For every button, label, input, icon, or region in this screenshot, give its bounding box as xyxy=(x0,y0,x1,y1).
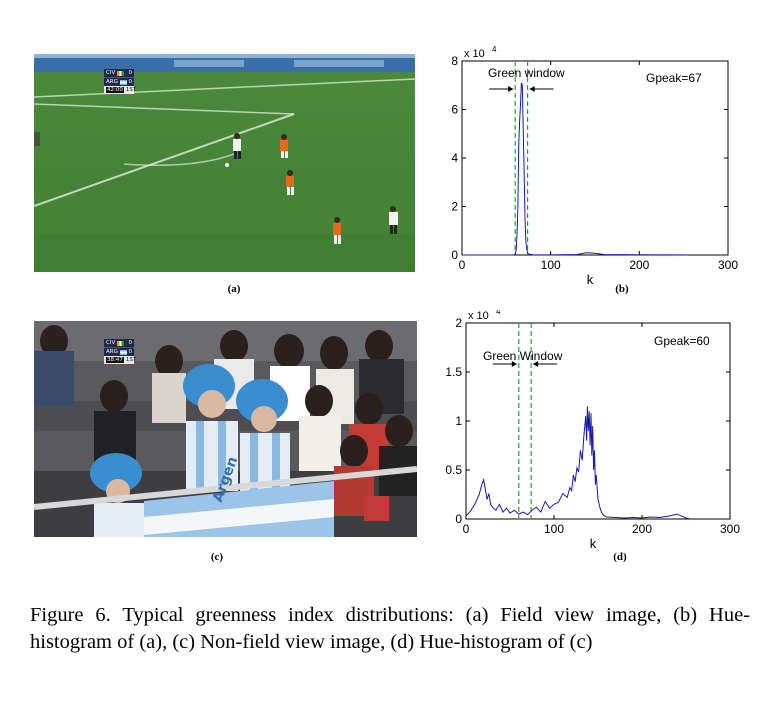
y-tick-label: 8 xyxy=(451,54,458,68)
match-clock: 38:47 xyxy=(106,357,124,363)
window-arrowhead-right xyxy=(533,361,539,367)
y-scale-exponent: 4 xyxy=(492,45,497,54)
subfigure-label-c: (c) xyxy=(210,551,224,563)
y-scale-label: x 10 xyxy=(464,48,485,60)
histogram-series xyxy=(462,82,689,256)
crowd-people xyxy=(34,325,417,516)
y-tick-label: 6 xyxy=(451,103,458,117)
y-scale-exponent: 4 xyxy=(496,310,501,316)
x-axis-label: k xyxy=(590,536,597,550)
team2-score: 0 xyxy=(128,79,133,85)
crowd-view-image: Argen CIV 0 ARG 0 38:47 1ST xyxy=(34,321,417,537)
player-orange-3 xyxy=(333,217,341,244)
x-tick-label: 300 xyxy=(720,522,740,536)
x-tick-label: 100 xyxy=(544,522,564,536)
y-tick-label: 2 xyxy=(451,200,458,214)
team2-name: ARG xyxy=(106,79,118,85)
y-tick-label: 4 xyxy=(451,151,458,165)
player-white-1 xyxy=(233,133,241,159)
histogram-series xyxy=(465,406,691,520)
match-period: 1ST xyxy=(125,357,137,363)
team1-name: CIV xyxy=(106,340,116,346)
figure-caption: Figure 6. Typical greenness index distri… xyxy=(30,604,750,653)
x-tick-label: 200 xyxy=(629,258,649,272)
gpeak-label: Gpeak=60 xyxy=(654,334,710,348)
player-white-2 xyxy=(389,206,398,234)
gpeak-label: Gpeak=67 xyxy=(646,71,702,85)
argentina-banner xyxy=(144,481,334,537)
subfigure-label-a: (a) xyxy=(227,283,241,295)
hue-histogram-d: 0 100 200 300 0 0.5 1 1.5 2 x 10 4 k Green Window Gpe… xyxy=(445,310,740,550)
field-view-image: CIV 0 ARG 0 42:00 1ST xyxy=(34,54,415,272)
x-tick-label: 0 xyxy=(463,522,470,536)
subfigure-label-d: (d) xyxy=(613,551,627,563)
y-tick-label: 2 xyxy=(455,316,462,330)
green-window-label: Green window xyxy=(488,66,565,80)
match-period: 1ST xyxy=(125,87,137,93)
y-scale-label: x 10 xyxy=(468,310,489,322)
y-tick-label: 0 xyxy=(451,248,458,262)
scorebug: CIV 0 ARG 0 42:00 1ST xyxy=(104,69,137,94)
team1-score: 0 xyxy=(128,340,133,346)
subfigure-label-b: (b) xyxy=(615,283,629,295)
y-tick-label: 0.5 xyxy=(445,463,462,477)
plot-frame xyxy=(461,60,729,256)
match-clock: 42:00 xyxy=(106,87,124,93)
window-arrowhead-left xyxy=(511,361,517,367)
scorebug-crowd: CIV 0 ARG 0 38:47 1ST xyxy=(104,339,137,364)
team1-name: CIV xyxy=(106,70,116,76)
x-tick-label: 0 xyxy=(459,258,466,272)
green-window-label: Green Window xyxy=(483,349,563,363)
team1-score: 0 xyxy=(128,70,133,76)
window-arrowhead-right xyxy=(529,86,535,92)
ball xyxy=(225,163,229,167)
y-tick-label: 1 xyxy=(455,414,462,428)
team2-name: ARG xyxy=(106,349,118,355)
x-axis-label: k xyxy=(587,272,594,287)
window-arrowhead-left xyxy=(508,86,514,92)
team2-score: 0 xyxy=(128,349,133,355)
x-tick-label: 100 xyxy=(541,258,561,272)
x-tick-label: 200 xyxy=(632,522,652,536)
y-tick-label: 1.5 xyxy=(445,365,462,379)
player-orange-1 xyxy=(280,134,288,158)
y-tick-label: 0 xyxy=(455,512,462,526)
player-orange-2 xyxy=(286,170,294,195)
x-tick-label: 300 xyxy=(718,258,738,272)
hue-histogram-b: 0 100 200 300 0 2 4 6 8 x 10 4 k Green window Gpeak=6… xyxy=(451,45,738,287)
